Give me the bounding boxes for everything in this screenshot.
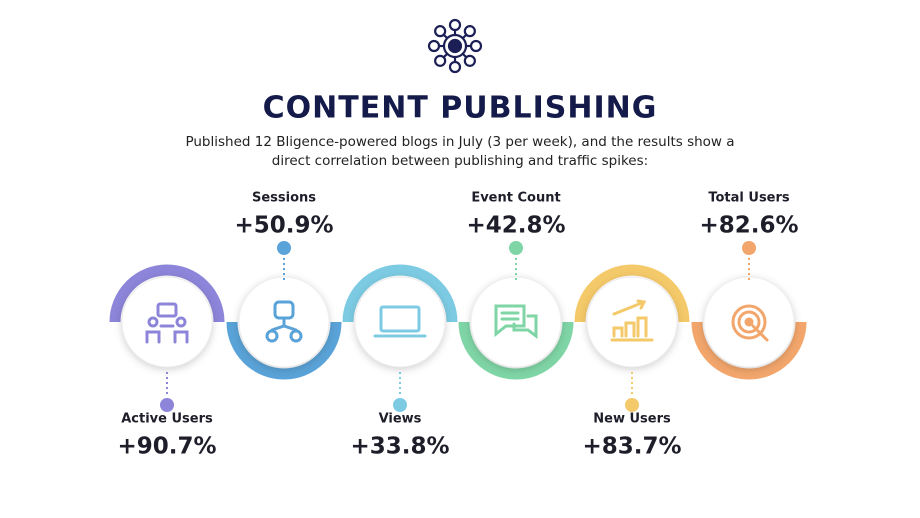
logo-dot	[448, 60, 462, 74]
dot	[625, 398, 639, 412]
metric: Total Users +82.6%	[691, 191, 807, 380]
arc	[458, 321, 574, 380]
icon-part	[175, 316, 187, 328]
metric-value: +90.7%	[117, 434, 216, 460]
icon-part	[156, 302, 178, 318]
icon	[731, 304, 769, 342]
description: direct correlation between publishing an…	[272, 153, 648, 169]
icon-part	[751, 324, 769, 342]
logo-dot	[434, 54, 447, 67]
icon-part	[512, 314, 538, 339]
dot	[509, 241, 523, 255]
metric: Active Users +90.7%	[109, 264, 225, 460]
circle	[354, 276, 446, 368]
icon-part	[270, 316, 298, 332]
metric: Event Count +42.8%	[458, 191, 574, 380]
title: CONTENT PUBLISHING	[263, 91, 658, 126]
icon-part	[265, 329, 279, 343]
metric-label: Views	[379, 412, 422, 427]
circle	[470, 276, 562, 368]
dot	[393, 398, 407, 412]
metric-label: Active Users	[121, 412, 213, 427]
metric: Views +33.8%	[342, 264, 458, 460]
logo-dot	[463, 54, 476, 67]
icon-part	[289, 329, 303, 343]
icon	[145, 302, 189, 344]
arc	[226, 321, 342, 380]
metric-value: +83.7%	[582, 434, 681, 460]
logo-dot	[434, 25, 447, 38]
metric-value: +82.6%	[699, 213, 798, 239]
icon-part	[737, 310, 761, 334]
icon-part	[610, 299, 654, 342]
metric: Sessions +50.9%	[226, 191, 342, 380]
icon-part	[379, 305, 421, 333]
arc	[109, 264, 225, 323]
metric-label: Sessions	[252, 191, 316, 206]
metric: New Users +83.7%	[574, 264, 690, 460]
icon	[373, 305, 427, 338]
metric-value: +33.8%	[350, 434, 449, 460]
metric-label: New Users	[593, 412, 671, 427]
logo-dot	[463, 25, 476, 38]
icon-part	[145, 324, 189, 344]
metric-value: +42.8%	[466, 213, 565, 239]
dot	[742, 241, 756, 255]
description: Published 12 Bligence-powered blogs in J…	[185, 134, 734, 150]
icon-part	[500, 311, 520, 321]
metric-label: Total Users	[708, 191, 790, 206]
icon	[610, 299, 654, 342]
logo-dot	[469, 39, 483, 53]
logo	[427, 18, 483, 74]
arc	[691, 321, 807, 380]
icon	[265, 300, 303, 343]
logo-dot	[427, 39, 441, 53]
icon-part	[147, 316, 159, 328]
dot	[160, 398, 174, 412]
metric-label: Event Count	[471, 191, 560, 206]
logo-dot	[448, 18, 462, 32]
metric-value: +50.9%	[234, 213, 333, 239]
arc	[342, 264, 458, 323]
dot	[277, 241, 291, 255]
icon	[494, 304, 538, 339]
icon-part	[744, 317, 754, 327]
circle	[121, 276, 213, 368]
arc	[574, 264, 690, 323]
icon-part	[731, 304, 767, 340]
